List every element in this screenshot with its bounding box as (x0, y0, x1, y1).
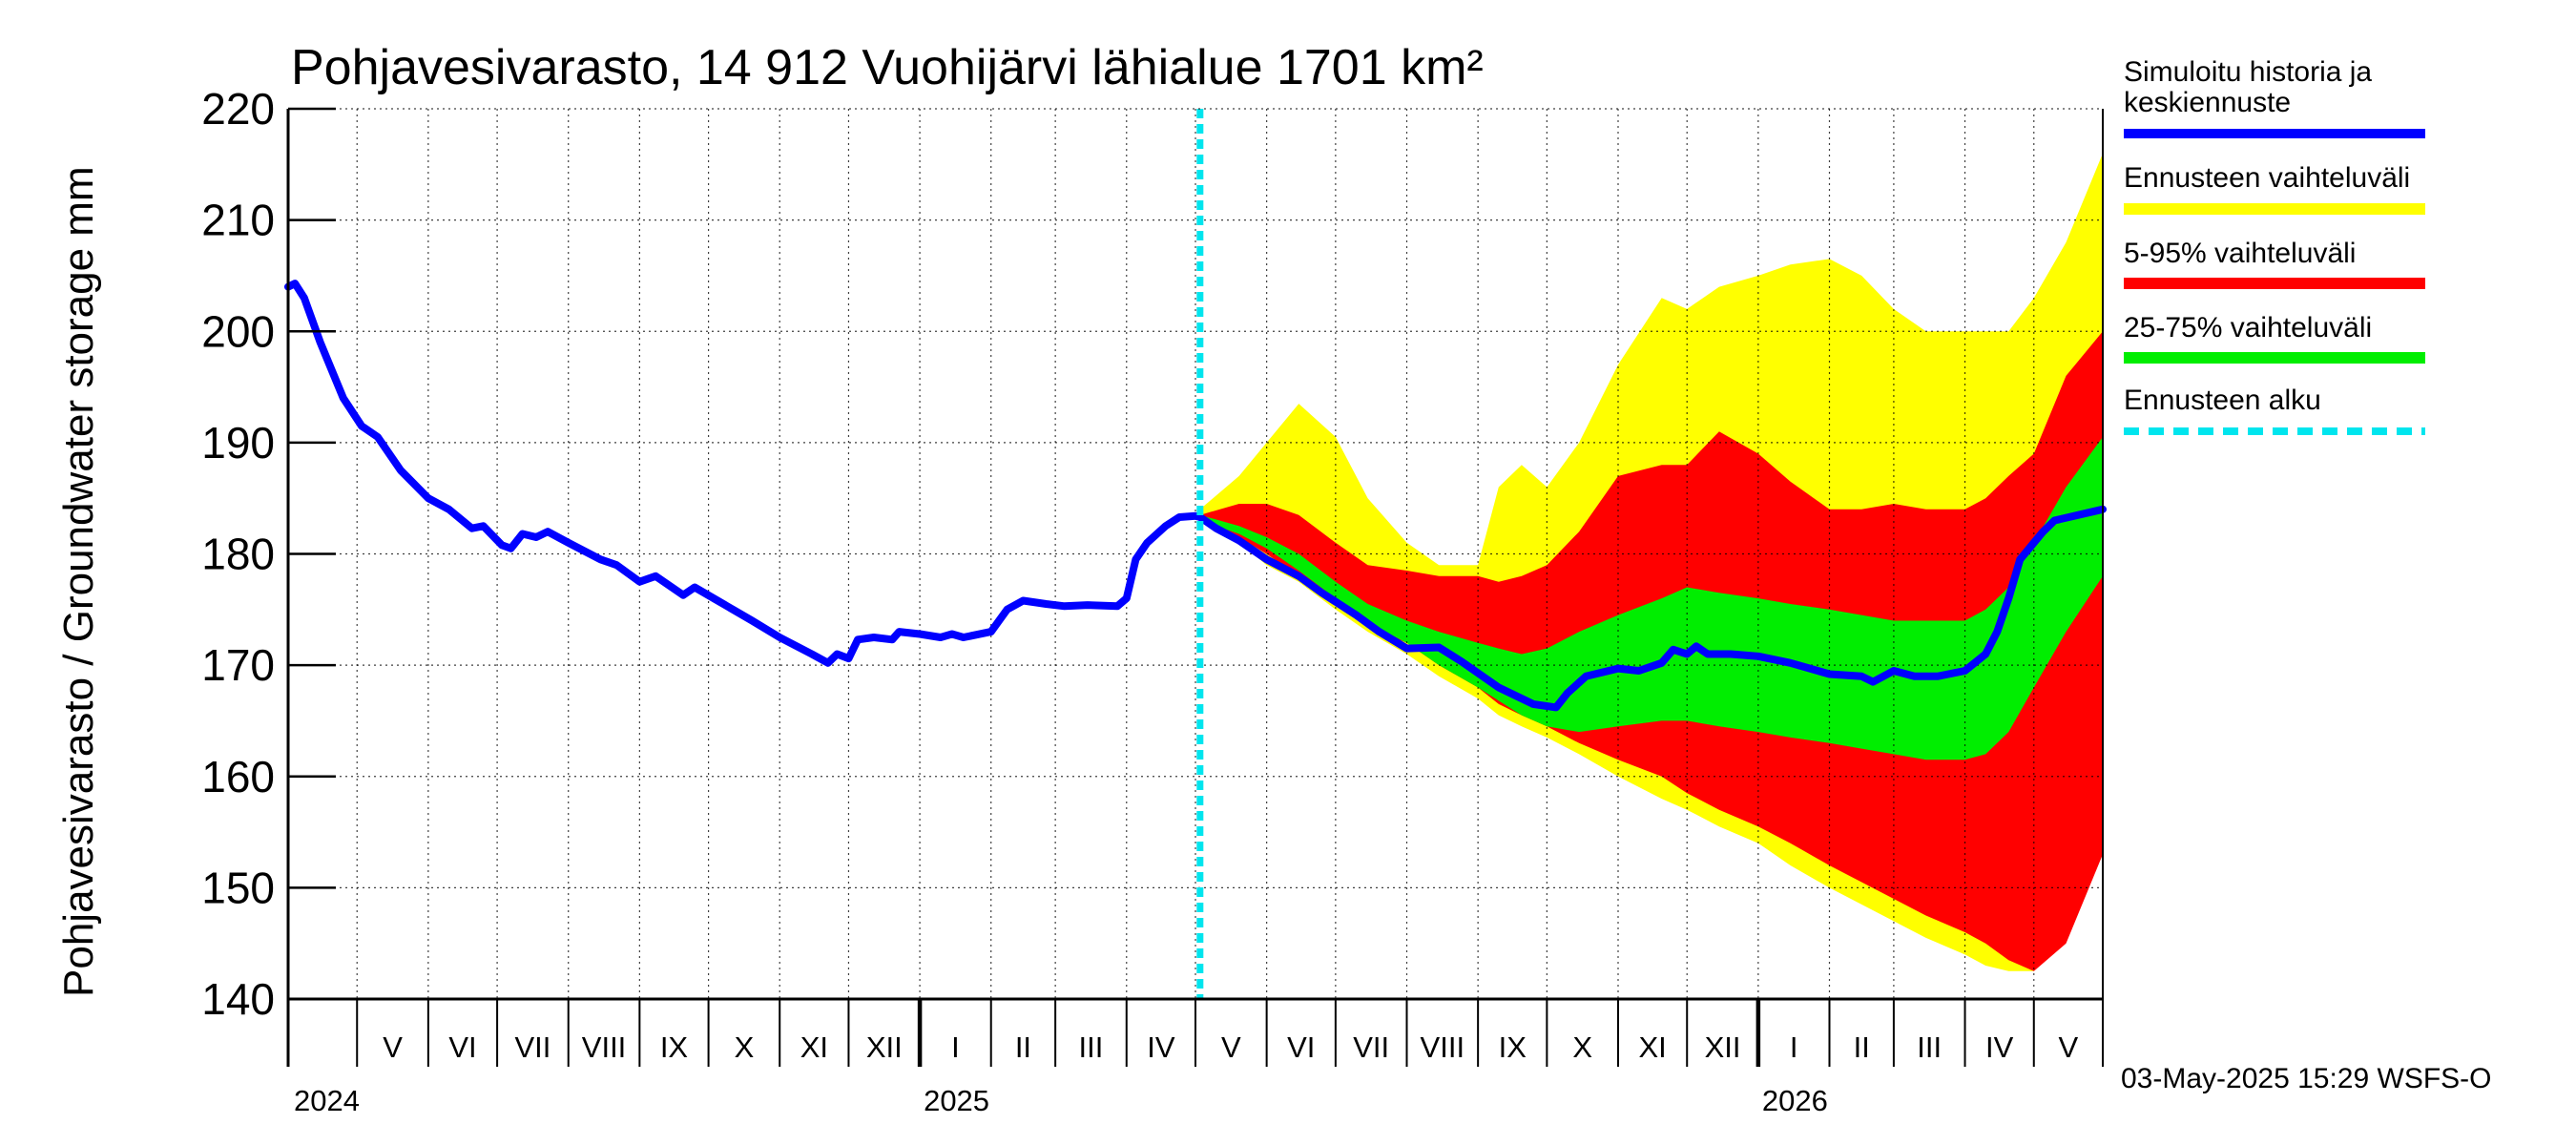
series-lines (284, 109, 2107, 999)
month-label-12: V (1221, 1030, 1241, 1064)
ytick-label-1: 150 (201, 863, 275, 912)
legend: Simuloitu historia ja keskiennuste Ennus… (2124, 56, 2425, 435)
month-label-16: IX (1499, 1030, 1527, 1064)
ytick-label-2: 160 (201, 752, 275, 802)
series-line-0 (284, 280, 2107, 712)
month-label-9: II (1015, 1030, 1031, 1064)
ytick-label-8: 220 (201, 84, 275, 134)
ytick-label-0: 140 (201, 974, 275, 1024)
month-label-15: VIII (1421, 1030, 1465, 1064)
legend-label-forecast-start: Ennusteen alku (2124, 385, 2321, 416)
legend-label-range: Ennusteen vaihteluväli (2124, 162, 2410, 194)
month-label-23: IV (1985, 1030, 2014, 1064)
y-axis-label: Pohjavesivarasto / Groundwater storage m… (55, 166, 102, 997)
ytick-label-6: 200 (201, 306, 275, 356)
legend-label-simulated-1: Simuloitu historia ja (2124, 56, 2372, 88)
year-label-0: 2024 (294, 1084, 360, 1117)
ytick-label-4: 180 (201, 530, 275, 579)
month-label-8: I (951, 1030, 960, 1064)
month-label-11: IV (1147, 1030, 1175, 1064)
legend-label-p25-75: 25-75% vaihteluväli (2124, 312, 2372, 344)
month-label-5: X (735, 1030, 755, 1064)
month-label-2: VII (514, 1030, 551, 1064)
legend-label-simulated-2: keskiennuste (2124, 87, 2291, 118)
month-label-19: XII (1705, 1030, 1741, 1064)
ytick-label-3: 170 (201, 640, 275, 690)
month-label-17: X (1572, 1030, 1592, 1064)
month-label-6: XI (800, 1030, 828, 1064)
timestamp-footer: 03-May-2025 15:29 WSFS-O (2121, 1063, 2492, 1094)
month-label-13: VI (1287, 1030, 1315, 1064)
month-label-4: IX (660, 1030, 689, 1064)
month-label-18: XI (1638, 1030, 1666, 1064)
year-label-2: 2026 (1762, 1084, 1828, 1117)
month-label-21: II (1854, 1030, 1870, 1064)
year-label-1: 2025 (924, 1084, 989, 1117)
month-label-0: V (383, 1030, 403, 1064)
axes (286, 107, 2104, 1067)
month-label-20: I (1790, 1030, 1798, 1064)
ytick-label-5: 190 (201, 418, 275, 468)
month-label-3: VIII (582, 1030, 627, 1064)
month-label-7: XII (866, 1030, 903, 1064)
month-label-22: III (1917, 1030, 1942, 1064)
month-label-24: V (2059, 1030, 2079, 1064)
month-label-14: VII (1353, 1030, 1389, 1064)
ytick-label-7: 210 (201, 196, 275, 245)
legend-label-p5-95: 5-95% vaihteluväli (2124, 238, 2356, 269)
chart-title: Pohjavesivarasto, 14 912 Vuohijärvi lähi… (291, 40, 1484, 95)
month-label-1: VI (448, 1030, 476, 1064)
month-label-10: III (1079, 1030, 1104, 1064)
